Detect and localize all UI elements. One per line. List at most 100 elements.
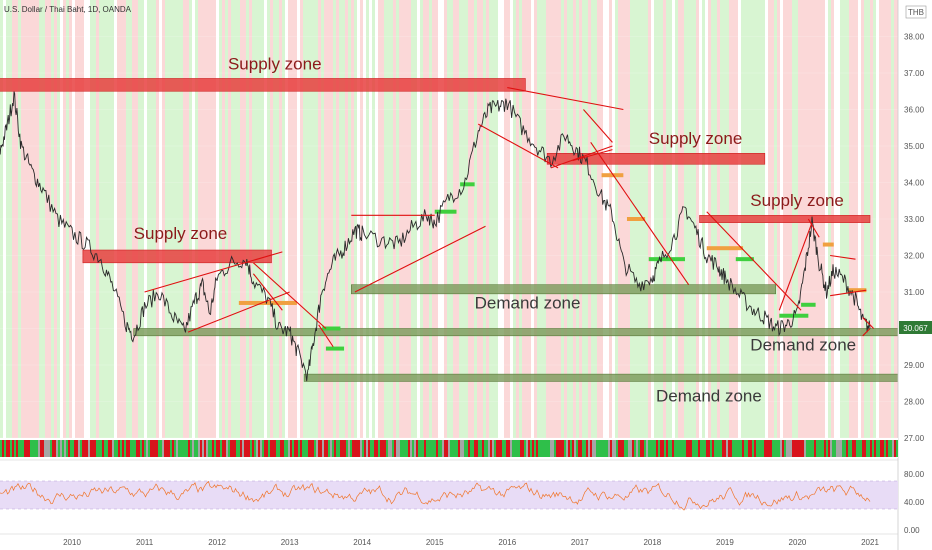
- signal-bar: [376, 440, 378, 457]
- signal-bar: [158, 440, 160, 457]
- bg-stripe: [330, 0, 333, 438]
- bg-stripe: [408, 0, 411, 438]
- level-marker: [322, 326, 341, 331]
- signal-bar: [694, 440, 696, 457]
- signal-bar: [472, 440, 474, 457]
- signal-bar: [508, 440, 510, 457]
- bg-stripe: [195, 0, 198, 438]
- signal-bar: [608, 440, 610, 457]
- signal-bar: [730, 440, 732, 457]
- level-marker: [822, 242, 834, 247]
- bg-stripe: [552, 0, 555, 438]
- signal-bar: [188, 440, 190, 457]
- bg-stripe: [147, 0, 150, 438]
- signal-bar: [110, 440, 112, 457]
- bg-stripe: [693, 0, 696, 438]
- signal-bar: [300, 440, 302, 457]
- level-marker: [735, 257, 754, 262]
- signal-bar: [294, 440, 296, 457]
- signal-bar: [154, 440, 156, 457]
- signal-bar: [558, 440, 560, 457]
- level-marker: [706, 246, 744, 251]
- rsi-tick-label: 0.00: [904, 526, 920, 535]
- signal-bar: [104, 440, 106, 457]
- bg-stripe: [489, 0, 492, 438]
- bg-stripe: [606, 0, 609, 438]
- signal-bar: [604, 440, 606, 457]
- signal-bar: [296, 440, 298, 457]
- signal-bar: [46, 440, 48, 457]
- price-tick-label: 27.00: [904, 434, 925, 443]
- signal-bar: [662, 440, 664, 457]
- bg-stripe: [603, 0, 606, 438]
- bg-stripe: [369, 0, 372, 438]
- bg-stripe: [534, 0, 537, 438]
- signal-bar: [816, 440, 818, 457]
- signal-bar: [168, 440, 170, 457]
- signal-bar: [142, 440, 144, 457]
- signal-bar: [794, 440, 796, 457]
- bg-stripe: [549, 0, 552, 438]
- bg-stripe: [513, 0, 516, 438]
- signal-bar: [356, 440, 358, 457]
- bg-stripe: [567, 0, 570, 438]
- signal-bar: [86, 440, 88, 457]
- signal-bar: [38, 440, 40, 457]
- signal-bar: [346, 440, 348, 457]
- signal-bar: [244, 440, 246, 457]
- bg-stripe: [6, 0, 9, 438]
- signal-bar: [668, 440, 670, 457]
- signal-bar: [640, 440, 642, 457]
- bg-stripe: [450, 0, 453, 438]
- signal-bar: [800, 440, 802, 457]
- bg-stripe: [177, 0, 180, 438]
- signal-bar: [774, 440, 776, 457]
- signal-bar: [680, 440, 682, 457]
- signal-bar: [610, 440, 612, 457]
- bg-stripe: [594, 0, 597, 438]
- signal-bar: [48, 440, 50, 457]
- signal-bar: [670, 440, 672, 457]
- trend-line: [590, 142, 690, 286]
- bg-stripe: [519, 0, 522, 438]
- signal-bar: [254, 440, 256, 457]
- supply-zone-box: [699, 215, 871, 223]
- signal-bar: [150, 440, 152, 457]
- signal-bar: [30, 440, 32, 457]
- bg-stripe: [393, 0, 396, 438]
- signal-bar: [568, 440, 570, 457]
- bg-stripe: [216, 0, 219, 438]
- signal-bar: [374, 440, 376, 457]
- signal-bar: [496, 440, 498, 457]
- signal-bar: [448, 440, 450, 457]
- signal-bar: [888, 440, 890, 457]
- signal-bar: [130, 440, 132, 457]
- bg-stripe: [894, 0, 897, 438]
- signal-bar: [726, 440, 728, 457]
- bg-stripe: [666, 0, 669, 438]
- signal-bar: [372, 440, 374, 457]
- bg-stripe: [333, 0, 336, 438]
- bg-stripe: [507, 0, 510, 438]
- signal-bar: [544, 440, 546, 457]
- signal-bar: [550, 440, 552, 457]
- bg-stripe: [657, 0, 660, 438]
- bg-stripe: [351, 0, 354, 438]
- supply-zone-label: Supply zone: [134, 224, 228, 243]
- signal-bar: [768, 440, 770, 457]
- currency-badge[interactable]: THB: [908, 8, 924, 17]
- signal-bar: [784, 440, 786, 457]
- bg-stripe: [153, 0, 156, 438]
- bg-stripe: [99, 0, 102, 438]
- bg-stripe: [315, 0, 318, 438]
- trendlines-layer: [144, 87, 875, 348]
- bg-stripe: [564, 0, 567, 438]
- signal-bar: [194, 440, 196, 457]
- signal-bar: [624, 440, 626, 457]
- signal-bar: [890, 440, 892, 457]
- bg-stripe: [309, 0, 312, 438]
- signal-bar: [616, 440, 618, 457]
- price-tick-label: 37.00: [904, 69, 925, 78]
- signal-bar: [630, 440, 632, 457]
- signal-bar: [56, 440, 58, 457]
